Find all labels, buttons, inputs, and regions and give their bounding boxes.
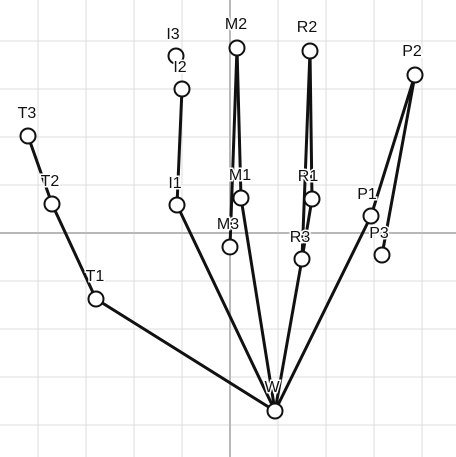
bone-w-m1 [239,196,277,413]
bone-i1-i2 [175,87,184,207]
bone-m1-m2 [235,46,243,200]
joint-r1 [303,190,321,208]
bone-t1-t2 [50,202,98,301]
joint-m1 [232,189,250,207]
joint-label-t3: T3 [18,105,37,122]
joint-p1 [362,207,380,225]
joint-label-i3: I3 [166,26,179,43]
joint-t3 [19,127,37,145]
joint-label-t1: T1 [86,268,105,285]
joint-m2 [228,39,246,57]
bone-t2-t3 [26,134,54,206]
joint-label-r3: R3 [290,229,311,246]
bone-w-i1 [175,203,277,413]
joint-label-r1: R1 [298,168,319,185]
bone-p2-p3 [380,73,417,257]
joint-label-m1: M1 [229,167,251,184]
joint-label-p1: P1 [357,186,377,203]
joint-p3 [373,246,391,264]
skeleton-bones [26,46,417,413]
joint-i1 [168,196,186,214]
joint-i3 [167,47,185,65]
joint-label-m2: M2 [225,16,247,33]
joint-label-w: W [264,379,280,396]
joint-r3 [293,250,311,268]
bone-r2-r3 [300,49,312,261]
joint-m3 [221,238,239,256]
joint-label-t2: T2 [41,173,60,190]
bone-w-p1 [273,214,373,413]
joint-labels: W T1 T2 T3 I1 I2 I3 M1 M2 M3 R1 R2 R3 P1 P2 P3 [16,15,423,398]
joint-w [266,402,284,420]
joint-label-i1: I1 [168,175,181,192]
bone-w-t1 [94,297,277,413]
joint-i2 [173,80,191,98]
joint-t2 [43,195,61,213]
joint-t1 [87,290,105,308]
joint-label-i2: I2 [173,59,186,76]
bone-w-r3 [273,257,304,413]
bone-p1-p2 [369,73,417,218]
skeleton-joints [19,39,424,420]
joint-label-p3: P3 [369,225,389,242]
joint-r2 [301,42,319,60]
joint-label-r2: R2 [297,19,318,36]
joint-label-m3: M3 [217,216,239,233]
bone-m2-m3 [228,46,239,249]
joint-p2 [406,66,424,84]
joint-label-p2: P2 [402,43,422,60]
